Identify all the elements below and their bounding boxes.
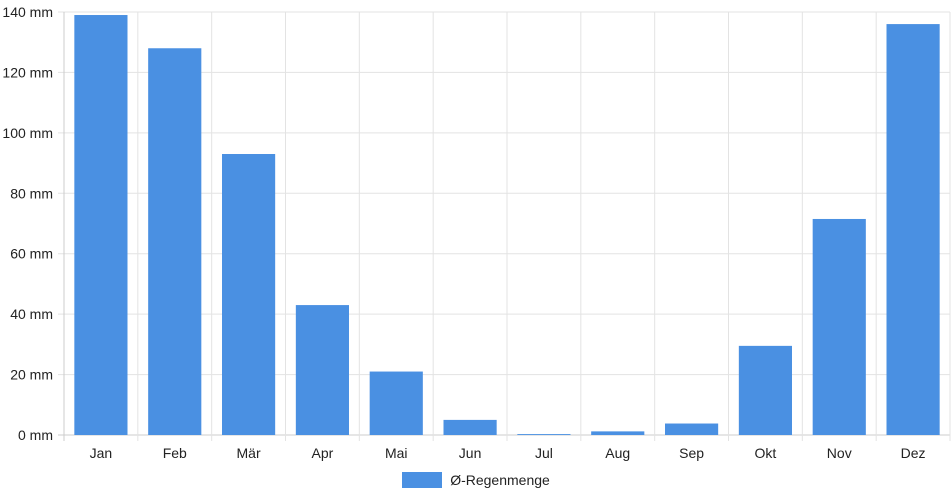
x-axis-ticks: Jan Feb Mär Apr Mai Jun Jul Aug Sep Okt Nov Dez [90, 445, 926, 461]
chart-svg: 0 mm 20 mm 40 mm 60 mm 80 mm 100 mm 120 mm 140 … [2, 4, 951, 461]
bar-Feb[interactable] [148, 48, 202, 435]
bar-Aug[interactable] [591, 431, 645, 435]
y-tick-label: 0 mm [18, 427, 53, 443]
x-tick-label: Mär [237, 445, 261, 461]
y-tick-label: 80 mm [10, 185, 53, 201]
x-tick-label: Feb [163, 445, 187, 461]
bar-Mai[interactable] [369, 371, 423, 435]
x-tick-label: Jul [535, 445, 553, 461]
x-tick-label: Jan [90, 445, 113, 461]
x-tick-label: Dez [901, 445, 926, 461]
y-tick-label: 20 mm [10, 367, 53, 383]
bar-Sep[interactable] [665, 423, 719, 435]
y-tick-label: 60 mm [10, 246, 53, 262]
bar-Apr[interactable] [295, 305, 349, 435]
bars [74, 15, 940, 436]
y-tick-label: 140 mm [2, 4, 53, 20]
bar-Okt[interactable] [738, 345, 792, 435]
bar-Mär[interactable] [222, 154, 276, 435]
bar-Dez[interactable] [886, 24, 940, 435]
x-tick-label: Nov [827, 445, 852, 461]
legend-swatch [402, 472, 443, 488]
grid-lines [58, 11, 951, 441]
y-tick-label: 40 mm [10, 306, 53, 322]
x-tick-label: Jun [459, 445, 482, 461]
bar-Jul[interactable] [517, 434, 571, 435]
y-tick-label: 100 mm [2, 125, 53, 141]
x-tick-label: Mai [385, 445, 408, 461]
x-tick-label: Aug [605, 445, 630, 461]
y-axis-ticks: 0 mm 20 mm 40 mm 60 mm 80 mm 100 mm 120 mm 140 … [2, 4, 53, 443]
x-tick-label: Okt [755, 445, 777, 461]
legend-label: Ø-Regenmenge [450, 472, 550, 488]
legend[interactable]: Ø-Regenmenge [0, 472, 952, 488]
bar-Jun[interactable] [443, 419, 497, 435]
bar-Jan[interactable] [74, 15, 128, 436]
y-tick-label: 120 mm [2, 64, 53, 80]
bar-Nov[interactable] [812, 218, 866, 435]
x-tick-label: Apr [312, 445, 334, 461]
x-tick-label: Sep [679, 445, 704, 461]
